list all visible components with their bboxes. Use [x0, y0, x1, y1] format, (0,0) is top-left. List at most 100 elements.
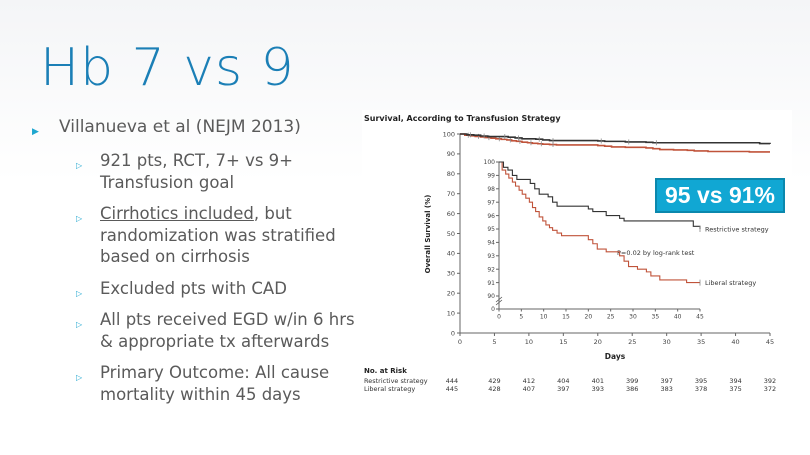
x-tick-label: 15 [559, 338, 567, 346]
bullet-text: Villanueva et al (NEJM 2013) [59, 117, 301, 137]
y-tick-label: 70 [447, 190, 455, 198]
bullet-underlined-text: Cirrhotics included [100, 204, 254, 223]
at-risk-value: 429 [488, 377, 500, 385]
y-tick-label: 10 [447, 309, 455, 317]
inset-y-tick-label: 91 [487, 280, 495, 287]
at-risk-value: 404 [557, 377, 569, 385]
bullet-item: ▷ Primary Outcome: All cause mortality w… [32, 362, 372, 405]
bullet-text: Excluded pts with CAD [100, 278, 287, 298]
at-risk-header: No. at Risk [364, 367, 407, 375]
inset-x-tick-label: 0 [497, 314, 501, 321]
bullet-triangle-outline-icon: ▷ [76, 320, 83, 329]
inset-x-tick-label: 30 [629, 314, 637, 321]
bullet-triangle-outline-icon: ▷ [76, 214, 83, 223]
inset-y-tick-label: 93 [487, 253, 495, 260]
bullet-list: ▶ Villanueva et al (NEJM 2013) ▷ 921 pts… [32, 117, 372, 415]
at-risk-value: 393 [592, 385, 604, 393]
axis-break-icon [495, 296, 503, 306]
inset-x-tick-label: 40 [674, 314, 682, 321]
p-value-annotation: P=0.02 by log-rank test [617, 249, 695, 257]
at-risk-value: 407 [523, 385, 535, 393]
series-label: Liberal strategy [705, 279, 756, 287]
at-risk-value: 394 [729, 377, 741, 385]
y-tick-label: 40 [447, 250, 455, 258]
y-tick-label: 20 [447, 290, 455, 298]
inset-x-tick-label: 5 [519, 314, 523, 321]
y-tick-label: 30 [447, 270, 455, 278]
at-risk-value: 401 [592, 377, 604, 385]
at-risk-value: 383 [660, 385, 672, 393]
inset-x-tick-label: 10 [540, 314, 548, 321]
survival-chart: Survival, According to Transfusion Strat… [362, 110, 792, 400]
outer-curve-liberal [460, 133, 770, 153]
result-callout: 95 vs 91% [655, 178, 785, 213]
inset-y-tick-label: 97 [487, 199, 495, 206]
y-tick-label: 90 [447, 150, 455, 158]
outer-curve-restrictive [460, 133, 771, 145]
y-tick-label: 100 [443, 130, 455, 138]
inset-x-tick-label: 45 [696, 314, 704, 321]
bullet-text: All pts received EGD w/in 6 hrs & approp… [100, 310, 355, 351]
bullet-triangle-outline-icon: ▷ [76, 161, 83, 170]
bullet-text: 921 pts, RCT, 7+ vs 9+ Transfusion goal [100, 151, 293, 192]
at-risk-row-label: Restrictive strategy [364, 377, 428, 385]
bullet-triangle-icon: ▶ [32, 127, 39, 137]
chart-title: Survival, According to Transfusion Strat… [364, 114, 561, 123]
bullet-item: ▷ Excluded pts with CAD [32, 278, 372, 300]
x-tick-label: 0 [458, 338, 462, 346]
inset-y-tick-label: 98 [487, 186, 495, 193]
x-tick-label: 25 [628, 338, 636, 346]
inset-curve-restrictive [499, 161, 701, 229]
inset-y-tick-label: 0 [491, 306, 495, 313]
inset-x-tick-label: 25 [607, 314, 615, 321]
bullet-text: , but randomization was stratified based… [100, 204, 336, 266]
bullet-triangle-outline-icon: ▷ [76, 373, 83, 382]
at-risk-value: 378 [695, 385, 707, 393]
survival-chart-svg: Survival, According to Transfusion Strat… [364, 114, 776, 393]
at-risk-value: 397 [557, 385, 569, 393]
x-tick-label: 30 [663, 338, 671, 346]
at-risk-value: 372 [764, 385, 776, 393]
x-axis-label: Days [605, 352, 626, 361]
at-risk-row-label: Liberal strategy [364, 385, 415, 393]
series-label: Restrictive strategy [705, 226, 769, 234]
x-tick-label: 40 [731, 338, 739, 346]
inset-y-tick-label: 95 [487, 226, 495, 233]
inset-y-tick-label: 94 [487, 240, 495, 247]
at-risk-value: 392 [764, 377, 776, 385]
y-tick-label: 60 [447, 210, 455, 218]
x-tick-label: 5 [492, 338, 496, 346]
inset-x-tick-label: 35 [652, 314, 660, 321]
inset-x-tick-label: 15 [562, 314, 570, 321]
at-risk-value: 444 [446, 377, 458, 385]
at-risk-value: 399 [626, 377, 638, 385]
y-axis-label: Overall Survival (%) [424, 195, 432, 274]
inset-y-tick-label: 100 [484, 159, 496, 166]
bullet-item: ▷ All pts received EGD w/in 6 hrs & appr… [32, 309, 372, 352]
inset-y-tick-label: 99 [487, 173, 495, 180]
inset-y-tick-label: 96 [487, 213, 495, 220]
x-tick-label: 35 [697, 338, 705, 346]
bullet-text: Primary Outcome: All cause mortality wit… [100, 363, 330, 404]
at-risk-value: 445 [446, 385, 458, 393]
at-risk-value: 397 [660, 377, 672, 385]
y-tick-label: 80 [447, 170, 455, 178]
bullet-item: ▷ Cirrhotics included, but randomization… [32, 203, 372, 268]
bullet-item: ▶ Villanueva et al (NEJM 2013) [32, 117, 372, 138]
at-risk-value: 428 [488, 385, 500, 393]
inset-plot: 0 5 10 15 20 25 30 35 40 45 0 90 91 92 93 94 95 96 97 98 99 1… [484, 159, 769, 320]
at-risk-table: 444 429 412 404 401 399 397 395 394 392 445 428 407 3… [446, 377, 776, 393]
x-tick-label: 45 [766, 338, 774, 346]
inset-y-tick-label: 90 [487, 293, 495, 300]
at-risk-value: 395 [695, 377, 707, 385]
at-risk-value: 412 [523, 377, 535, 385]
bullet-item: ▷ 921 pts, RCT, 7+ vs 9+ Transfusion goa… [32, 150, 372, 193]
y-tick-label: 0 [451, 329, 455, 337]
x-tick-label: 10 [525, 338, 533, 346]
at-risk-value: 386 [626, 385, 638, 393]
inset-y-tick-label: 92 [487, 266, 495, 273]
x-tick-label: 20 [594, 338, 602, 346]
slide-title: Hb 7 vs 9 [40, 38, 295, 98]
